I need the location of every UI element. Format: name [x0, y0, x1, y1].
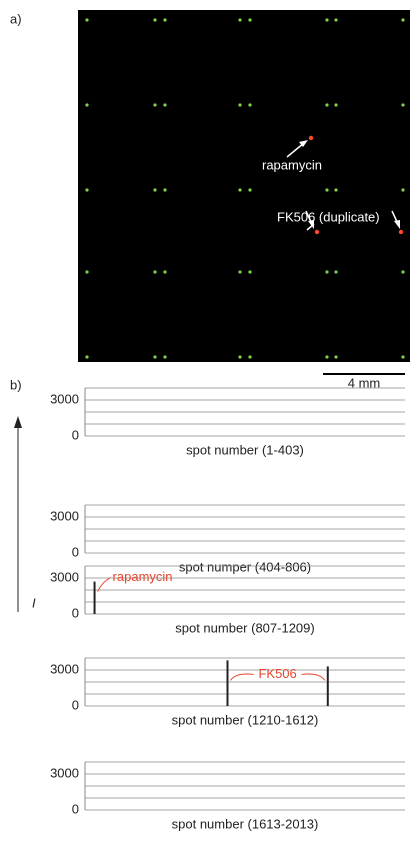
- green-spot: [325, 103, 328, 106]
- green-spot: [163, 188, 166, 191]
- green-spot: [238, 188, 241, 191]
- green-spot: [401, 103, 404, 106]
- green-spot: [248, 18, 251, 21]
- green-spot: [238, 355, 241, 358]
- green-spot: [85, 103, 88, 106]
- green-spot: [401, 18, 404, 21]
- spike: [327, 666, 329, 706]
- green-spot: [85, 355, 88, 358]
- green-spot: [85, 188, 88, 191]
- annotation: FK506: [258, 666, 296, 681]
- y-tick-label: 3000: [50, 661, 79, 676]
- green-spot: [334, 188, 337, 191]
- y-tick-label: 3000: [50, 391, 79, 406]
- x-axis-label: spot numper (404-806): [179, 559, 311, 574]
- leader-line: [230, 674, 253, 680]
- green-spot: [153, 188, 156, 191]
- green-spot: [153, 103, 156, 106]
- spike: [94, 582, 96, 614]
- red-spot: [309, 136, 313, 140]
- green-spot: [238, 270, 241, 273]
- y-tick-label: 0: [72, 801, 79, 816]
- green-spot: [163, 270, 166, 273]
- green-spot: [401, 188, 404, 191]
- figure: a) rapamycin FK506 (duplicate) 4 mm b) I…: [0, 0, 413, 850]
- green-spot: [85, 270, 88, 273]
- green-spot: [325, 270, 328, 273]
- leader-line: [98, 578, 111, 592]
- green-spot: [248, 103, 251, 106]
- red-spot: [315, 230, 319, 234]
- panel-label: b): [10, 377, 22, 392]
- green-spot: [401, 270, 404, 273]
- y-tick-label: 0: [72, 605, 79, 620]
- green-spot: [153, 355, 156, 358]
- green-spot: [153, 18, 156, 21]
- x-axis-label: spot number (807-1209): [175, 620, 314, 635]
- x-axis-label: spot number (1210-1612): [172, 712, 319, 727]
- x-axis-label: spot number (1-403): [186, 442, 304, 457]
- annotation: rapamycin: [262, 157, 322, 172]
- green-spot: [334, 270, 337, 273]
- spike: [226, 660, 228, 706]
- green-spot: [248, 188, 251, 191]
- microarray-image: [78, 10, 410, 362]
- y-axis-label: I: [32, 595, 36, 610]
- green-spot: [153, 270, 156, 273]
- leader-line: [302, 674, 325, 680]
- green-spot: [238, 103, 241, 106]
- y-tick-label: 3000: [50, 508, 79, 523]
- y-tick-label: 0: [72, 427, 79, 442]
- y-tick-label: 3000: [50, 569, 79, 584]
- green-spot: [325, 188, 328, 191]
- y-tick-label: 0: [72, 697, 79, 712]
- panel-label: a): [10, 11, 22, 26]
- x-axis-label: spot number (1613-2013): [172, 816, 319, 831]
- green-spot: [334, 355, 337, 358]
- green-spot: [163, 103, 166, 106]
- green-spot: [334, 103, 337, 106]
- annotation: FK506 (duplicate): [277, 209, 380, 224]
- y-tick-label: 0: [72, 544, 79, 559]
- red-spot: [399, 230, 403, 234]
- y-tick-label: 3000: [50, 765, 79, 780]
- green-spot: [401, 355, 404, 358]
- green-spot: [238, 18, 241, 21]
- green-spot: [325, 355, 328, 358]
- annotation: rapamycin: [113, 569, 173, 584]
- green-spot: [163, 355, 166, 358]
- green-spot: [325, 18, 328, 21]
- green-spot: [334, 18, 337, 21]
- green-spot: [85, 18, 88, 21]
- green-spot: [248, 355, 251, 358]
- green-spot: [163, 18, 166, 21]
- arrowhead: [14, 416, 22, 428]
- green-spot: [248, 270, 251, 273]
